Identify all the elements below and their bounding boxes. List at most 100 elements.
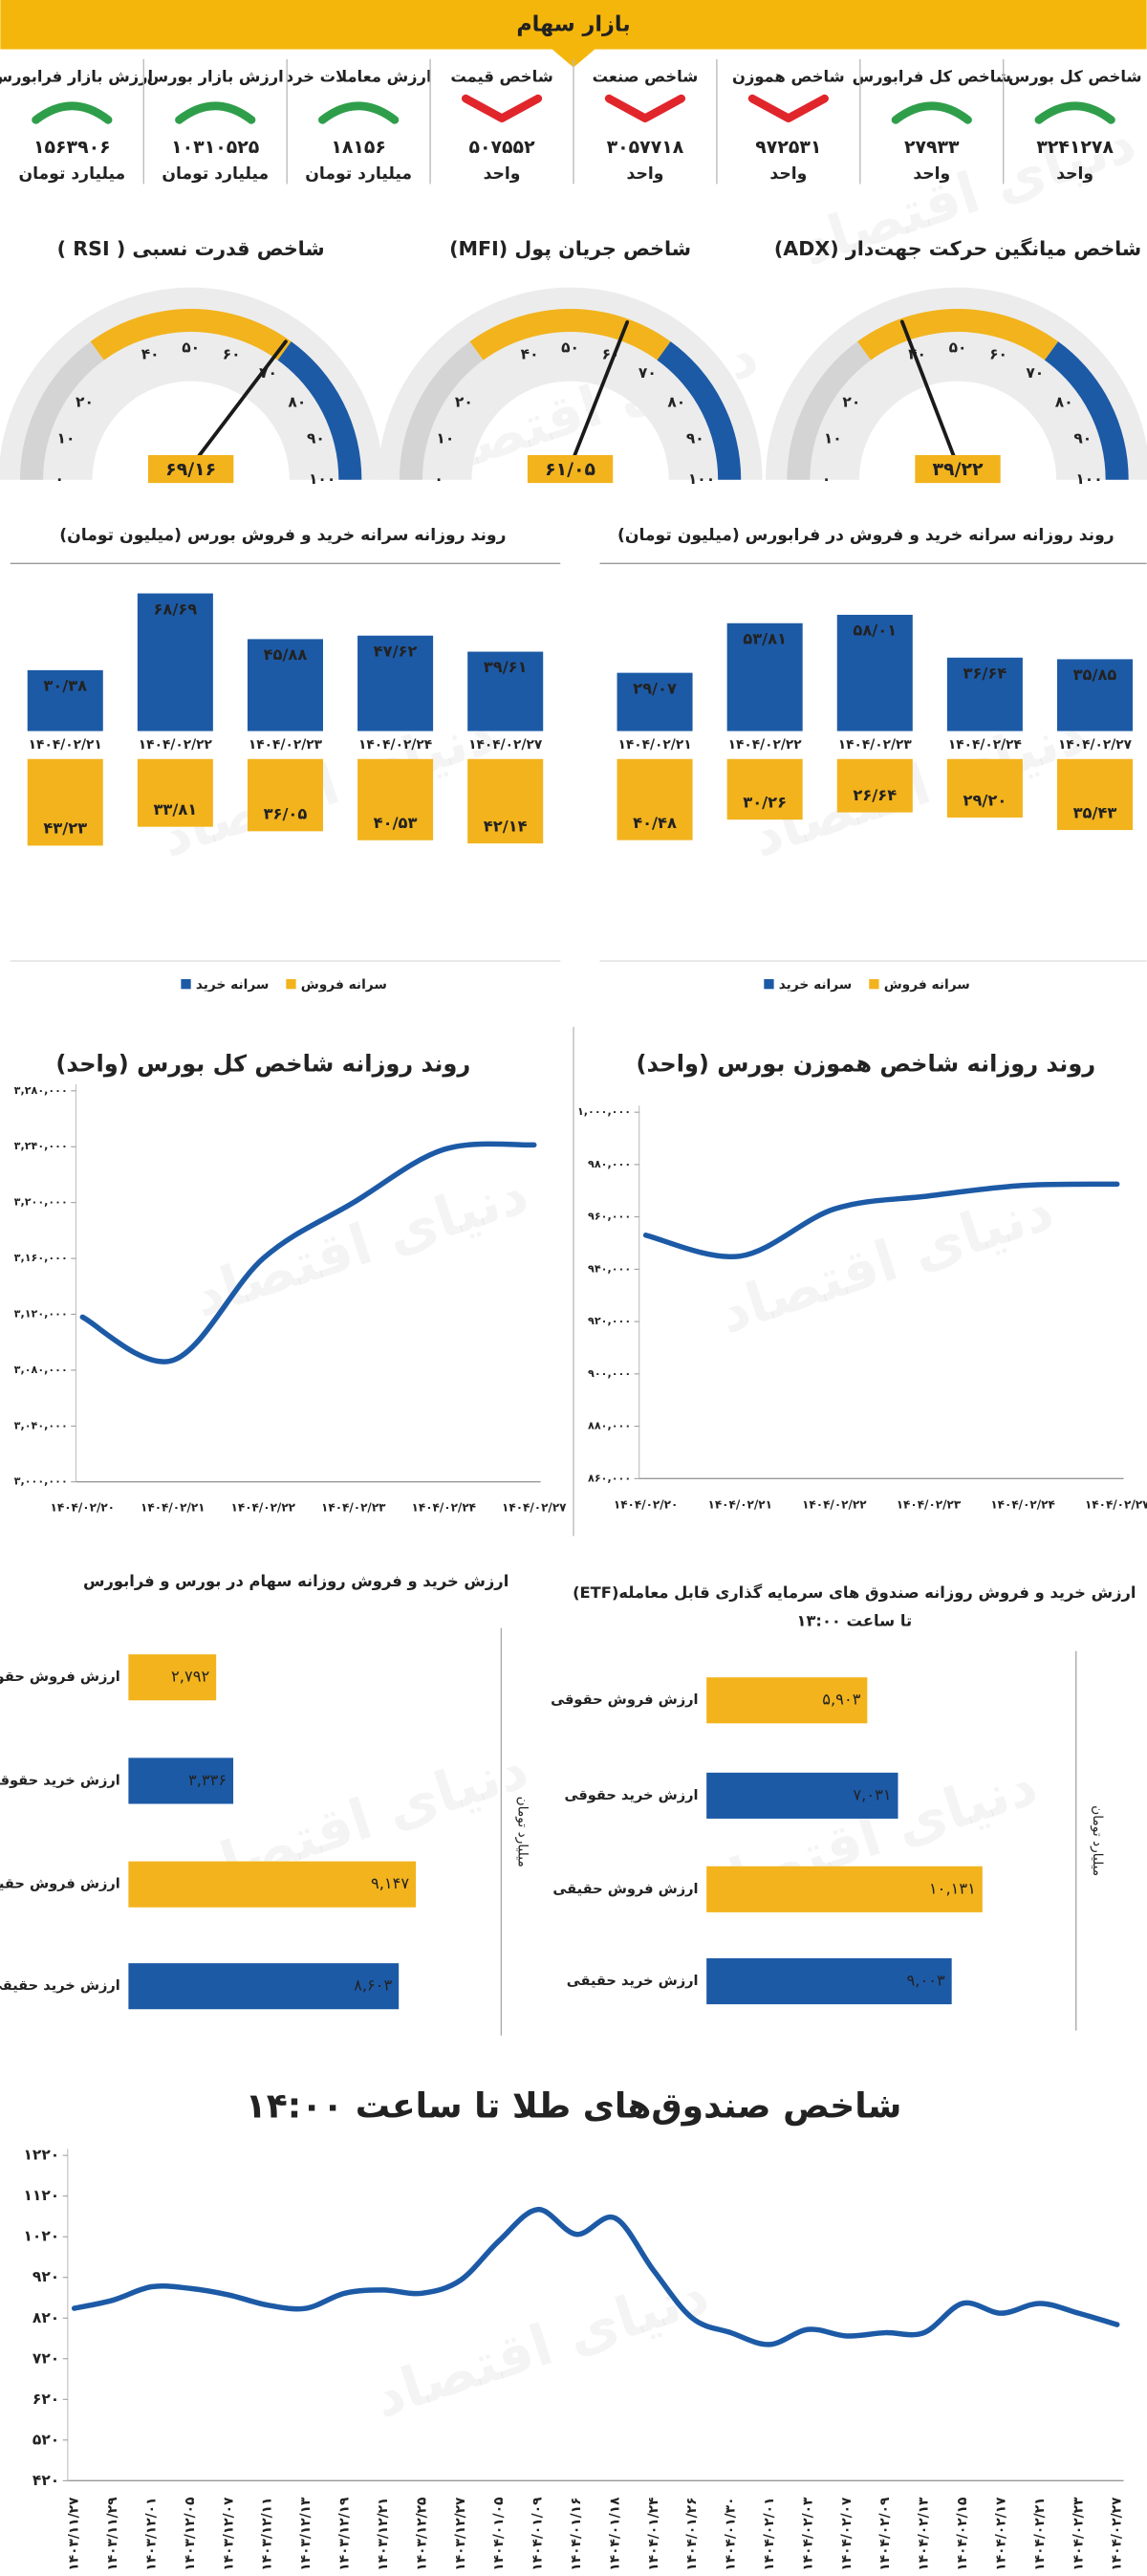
- gauge-tick-label: ۲۰: [455, 393, 473, 410]
- x-tick-label: ۱۴۰۴/۰۲/۲۲: [139, 737, 213, 753]
- chart-title: شاخص صندوق‌های طلا تا ساعت ۱۴:۰۰: [246, 2085, 902, 2126]
- x-tick-label: ۱۴۰۴/۰۱/۰۹: [530, 2497, 546, 2571]
- bar: [357, 635, 434, 731]
- y-tick-label: ۳,۱۶۰,۰۰۰: [14, 1252, 68, 1264]
- indicator-unit: واحد: [913, 164, 950, 184]
- y-tick-label: ۸۶۰,۰۰۰: [588, 1472, 631, 1484]
- y-tick-label: ۹۸۰,۰۰۰: [588, 1158, 631, 1170]
- bar: [27, 758, 103, 846]
- bar: [706, 1866, 983, 1912]
- bar-value-label: ۸,۶۰۳: [354, 1976, 392, 1995]
- bar-value-label: ۵,۹۰۳: [822, 1691, 860, 1709]
- y-tick-label: ۳,۲۸۰,۰۰۰: [14, 1084, 68, 1097]
- bar: [706, 1772, 898, 1819]
- x-tick-label: ۱۴۰۴/۰۲/۲۳: [1071, 2497, 1086, 2571]
- bar: [128, 1757, 234, 1804]
- bar: [946, 657, 1023, 731]
- y-tick-label: ۶۲۰: [32, 2390, 59, 2408]
- y-tick-label: ارزش خرید حقوقی: [564, 1787, 698, 1803]
- gauge-tick-label: ۰: [822, 470, 831, 488]
- axis-label: میلیارد تومان: [515, 1797, 530, 1867]
- x-tick-label: ۱۴۰۳/۱۲/۲۵: [414, 2498, 429, 2571]
- y-tick-label: ارزش فروش حقوقی: [551, 1692, 698, 1708]
- bar-value-label: ۲۶/۶۴: [853, 786, 897, 804]
- y-tick-label: ۱۲۲۰: [23, 2147, 59, 2164]
- header-notch: [552, 49, 595, 68]
- indicator-unit: واحد: [627, 164, 664, 184]
- x-tick-label: ۱۴۰۳/۱۲/۰۵: [183, 2498, 198, 2571]
- gauge-needle: [568, 320, 630, 469]
- gauge-tick-label: ۶۰: [989, 345, 1007, 362]
- indicator-title: ارزش بازار فرابورس: [0, 67, 153, 85]
- chart-title: روند روزانه شاخص کل بورس (واحد): [55, 1050, 470, 1077]
- indicator-value: ۱۸۱۵۶: [331, 137, 386, 158]
- gauge-value-label: ۶۱/۰۵: [545, 459, 595, 480]
- legend-swatch: [869, 978, 879, 990]
- y-tick-label: ۹۶۰,۰۰۰: [588, 1211, 631, 1223]
- bar-value-label: ۴۰/۴۸: [633, 814, 677, 832]
- indicator-title: ارزش بازار بورس: [147, 67, 284, 85]
- bar-value-label: ۳۵/۸۵: [1073, 666, 1117, 684]
- x-tick-label: ۱۴۰۴/۰۲/۲۲: [802, 1497, 867, 1511]
- legend-label: سرانه فروش: [884, 977, 970, 993]
- x-tick-label: ۱۴۰۴/۰۲/۲۲: [231, 1501, 296, 1515]
- indicator-unit: واحد: [484, 164, 521, 184]
- y-tick-label: ۹۲۰,۰۰۰: [588, 1315, 631, 1327]
- bar: [128, 1654, 217, 1701]
- gauge-band: [469, 309, 671, 360]
- bar: [27, 669, 103, 731]
- bar: [706, 1957, 952, 2005]
- value-box: [915, 454, 1001, 484]
- bar-value-label: ۳۳/۸۱: [153, 800, 197, 819]
- y-tick-label: ۱,۰۰۰,۰۰۰: [577, 1105, 631, 1118]
- x-tick-label: ۱۴۰۳/۱۲/۲۷: [453, 2497, 468, 2571]
- gauge-background: [378, 287, 763, 480]
- bar-value-label: ۴۰/۵۳: [374, 814, 418, 832]
- bar-value-label: ۲۹/۰۷: [633, 679, 677, 697]
- gauge-tick-label: ۱۰۰: [1075, 470, 1102, 488]
- indicator-value: ۳۰۵۷۷۱۸: [607, 137, 684, 158]
- gauge-tick-label: ۷۰: [1026, 364, 1044, 382]
- bar-value-label: ۳۵/۴۳: [1073, 803, 1117, 821]
- gauge-tick-label: ۸۰: [667, 393, 685, 410]
- y-tick-label: ارزش خرید حقیقی: [0, 1977, 120, 1994]
- bar: [726, 758, 803, 820]
- gauge-tick-label: ۹۰: [686, 430, 704, 448]
- x-tick-label: ۱۴۰۴/۰۲/۲۷: [1058, 737, 1133, 753]
- indicator-unit: واحد: [769, 164, 807, 184]
- gauge-tick-label: ۱۰: [57, 430, 76, 448]
- y-tick-label: ۵۲۰: [32, 2431, 59, 2448]
- x-tick-label: ۱۴۰۳/۱۲/۱۳: [298, 2497, 314, 2571]
- x-tick-label: ۱۴۰۴/۰۲/۲۱: [141, 1501, 205, 1515]
- gauge-tick-label: ۴۰: [521, 345, 539, 362]
- value-box: [148, 454, 234, 484]
- bar-value-label: ۹,۰۰۳: [907, 1972, 945, 1990]
- indicator-unit: میلیارد تومان: [18, 164, 125, 184]
- bar-value-label: ۲,۷۹۲: [171, 1668, 209, 1686]
- bar-value-label: ۶۸/۶۹: [153, 600, 197, 618]
- indicator-value: ۱۵۶۳۹۰۶: [33, 137, 111, 158]
- indicator-value: ۵۰۷۵۵۲: [468, 137, 535, 158]
- line: [642, 1181, 1120, 1260]
- indicator-title: شاخص هموزن: [732, 67, 845, 85]
- y-tick-label: ۹۲۰: [32, 2268, 59, 2285]
- chart-title: روند روزانه شاخص هموزن بورس (واحد): [637, 1050, 1096, 1077]
- y-tick-label: ۹۰۰,۰۰۰: [588, 1367, 631, 1380]
- y-tick-label: ۳,۱۲۰,۰۰۰: [14, 1307, 68, 1320]
- bar-value-label: ۴۵/۸۸: [264, 645, 308, 664]
- bar: [137, 758, 213, 827]
- indicator-title: ارزش معاملات خرد: [286, 67, 432, 85]
- bar: [617, 672, 693, 731]
- x-tick-label: ۱۴۰۴/۰۲/۲۴: [948, 737, 1022, 753]
- line: [79, 1141, 537, 1364]
- x-tick-label: ۱۴۰۴/۰۲/۱۷: [993, 2497, 1008, 2571]
- gauge-band: [19, 341, 104, 480]
- x-tick-label: ۱۴۰۴/۰۲/۲۷: [468, 737, 543, 753]
- indicator-value: ۹۷۲۵۳۱: [755, 137, 821, 158]
- legend-swatch: [181, 978, 191, 990]
- x-tick-label: ۱۴۰۴/۰۲/۱۳: [917, 2497, 932, 2571]
- trend-chevron: [747, 94, 829, 122]
- x-tick-label: ۱۴۰۳/۱۲/۰۱: [144, 2498, 160, 2571]
- y-tick-label: ارزش فروش حقیقی: [0, 1876, 120, 1892]
- axis-label: میلیارد تومان: [1090, 1805, 1105, 1876]
